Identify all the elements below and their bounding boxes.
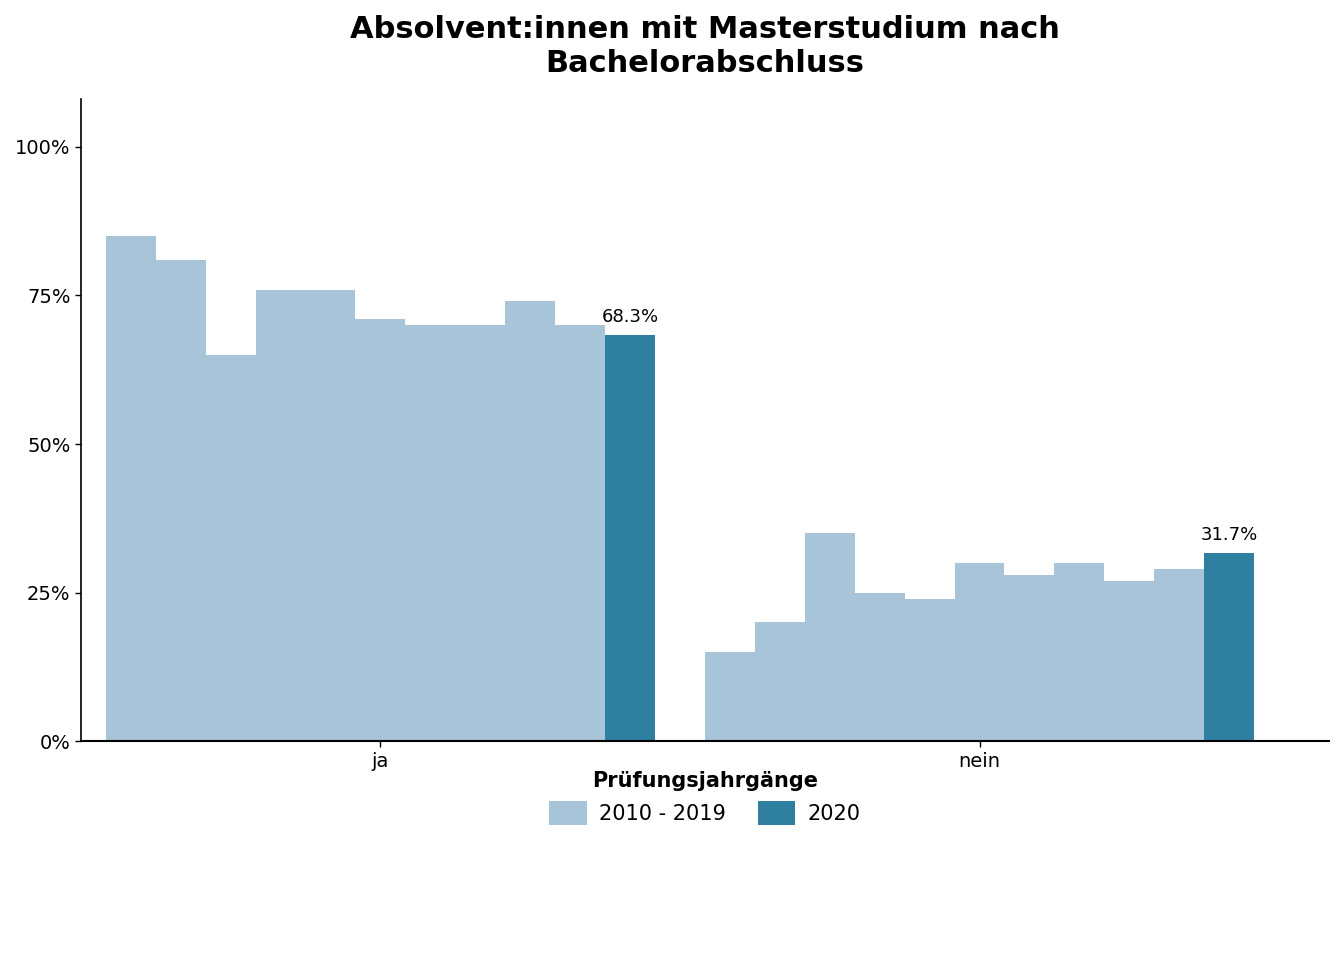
Bar bbox=[605, 335, 655, 741]
Bar bbox=[755, 622, 805, 741]
Bar bbox=[1105, 581, 1154, 741]
Bar bbox=[1055, 563, 1105, 741]
Title: Absolvent:innen mit Masterstudium nach
Bachelorabschluss: Absolvent:innen mit Masterstudium nach B… bbox=[349, 15, 1060, 78]
Text: 68.3%: 68.3% bbox=[602, 308, 659, 326]
Text: 31.7%: 31.7% bbox=[1200, 526, 1258, 544]
Bar bbox=[255, 290, 305, 741]
Bar bbox=[505, 301, 555, 741]
Bar bbox=[456, 325, 505, 741]
Bar bbox=[406, 325, 456, 741]
Bar bbox=[954, 563, 1004, 741]
Bar bbox=[555, 325, 605, 741]
Bar bbox=[706, 652, 755, 741]
Bar bbox=[855, 592, 905, 741]
Bar bbox=[356, 320, 406, 741]
Bar bbox=[206, 355, 255, 741]
Bar bbox=[1154, 569, 1204, 741]
Bar bbox=[106, 236, 156, 741]
Legend: 2010 - 2019, 2020: 2010 - 2019, 2020 bbox=[542, 762, 868, 833]
Bar bbox=[1204, 553, 1254, 741]
Bar bbox=[805, 533, 855, 741]
Bar bbox=[905, 598, 954, 741]
Bar bbox=[156, 260, 206, 741]
Bar bbox=[305, 290, 356, 741]
Bar bbox=[1004, 575, 1055, 741]
